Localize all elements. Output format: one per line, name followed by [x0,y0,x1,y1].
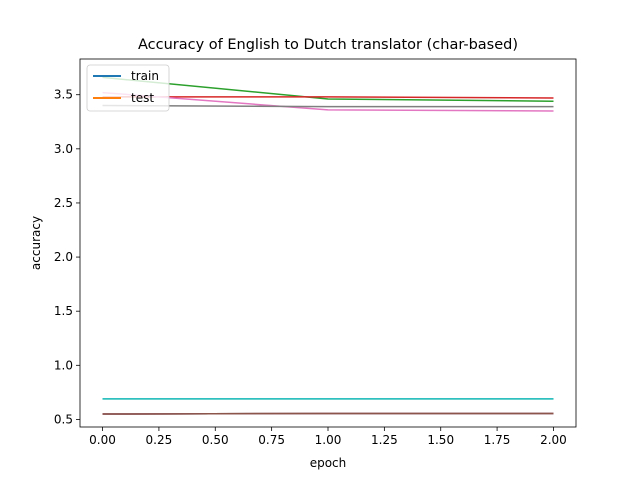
chart-title: Accuracy of English to Dutch translator … [138,37,518,53]
x-tick-label: 1.00 [315,433,342,447]
series-line-7 [102,91,554,112]
x-tick-label: 1.25 [371,433,398,447]
y-tick-label: 1.0 [54,358,73,372]
x-tick-label: 0.50 [202,433,229,447]
x-axis-label: epoch [310,456,347,470]
series-line-6 [102,412,554,415]
legend-label-train: train [131,69,159,83]
x-tick-label: 1.75 [484,433,511,447]
x-tick-label: 0.00 [89,433,116,447]
y-tick-label: 3.5 [54,88,73,102]
axes-frame [79,58,577,428]
y-axis-label: accuracy [29,216,43,270]
x-tick-label: 0.75 [258,433,285,447]
plot-area: 0.00 0.25 0.50 0.75 1.00 1.25 1.50 1.75 2.00 0.5 1… [54,58,577,447]
legend-label-test: test [131,91,154,105]
x-tick-label: 2.00 [540,433,567,447]
y-tick-label: 3.0 [54,142,73,156]
series-line-8 [102,104,554,108]
series-line-4 [102,96,554,99]
x-tick-label: 0.25 [146,433,173,447]
x-tick-label: 1.50 [427,433,454,447]
y-tick-label: 0.5 [54,412,73,426]
series-line-3 [102,76,554,102]
y-tick-label: 2.0 [54,250,73,264]
y-tick-label: 2.5 [54,196,73,210]
y-tick-label: 1.5 [54,304,73,318]
